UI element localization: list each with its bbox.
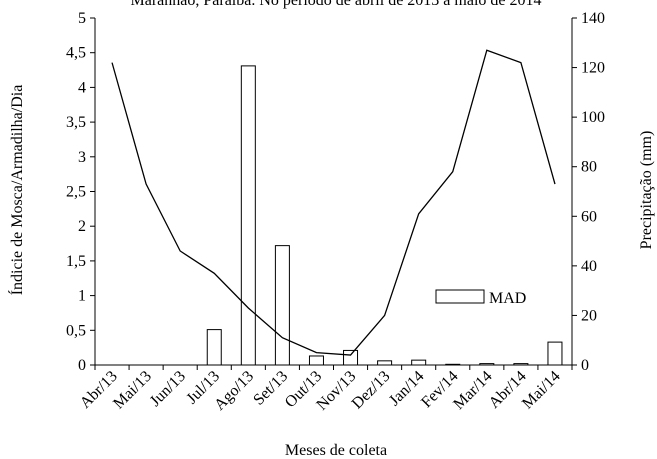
y-tick-label: 2,5: [66, 184, 86, 201]
y-tick-label: 4,5: [66, 45, 86, 62]
y2-tick-label: 140: [581, 10, 605, 27]
bars-group: [206, 65, 563, 366]
chart-title: Maranhão, Paraíba. No período de abril d…: [131, 0, 542, 9]
y2-tick-label: 60: [581, 208, 597, 225]
y-tick-label: 0: [78, 357, 86, 374]
y2-tick-label: 0: [581, 357, 589, 374]
y-tick-label: 3,5: [66, 114, 86, 131]
y2-tick-label: 40: [581, 258, 597, 275]
y-tick-label: 5: [78, 10, 86, 27]
precipitation-line: [111, 49, 556, 356]
x-tick-label: Jun/13: [147, 368, 189, 410]
y2-tick-label: 100: [581, 109, 605, 126]
x-tick-label: Nov/13: [313, 368, 359, 414]
legend-swatch: [435, 289, 485, 304]
y-tick-label: 2: [78, 218, 86, 235]
y2-tick-label: 20: [581, 307, 597, 324]
bar-Ago/13: [240, 65, 256, 366]
y2-axis-title: Precipitação (mm): [638, 131, 655, 250]
x-tick-label: Mai/13: [110, 368, 155, 413]
axes-group: 0 0,5 1 1,5 2 2,5 3 3,5 4 4,5 5 0 20 40 60 80 100 120 140 A…: [66, 10, 605, 414]
bar-Out/13: [308, 355, 324, 366]
bar-Jul/13: [206, 329, 222, 366]
x-axis-title: Meses de coleta: [285, 442, 387, 459]
x-tick-label: Ago/13: [211, 368, 257, 414]
bar-Jan/14: [411, 359, 427, 366]
line-group: [111, 49, 556, 356]
y-tick-label: 4: [78, 79, 86, 96]
bar-Dez/13: [377, 360, 393, 366]
y-tick-label: 3: [78, 149, 86, 166]
y2-tick-label: 120: [581, 60, 605, 77]
y-axis-title: Índicie de Mosca/Armadilha/Dia: [7, 85, 26, 296]
y-tick-label: 0,5: [66, 322, 86, 339]
x-tick-label: Dez/13: [349, 368, 394, 413]
y-tick-label: 1: [78, 288, 86, 305]
bar-Mai/14: [547, 341, 563, 366]
y-tick-label: 1,5: [66, 253, 86, 270]
x-tick-label: Mai/14: [519, 368, 564, 413]
bar-Nov/13: [343, 349, 359, 366]
bar-Set/13: [274, 245, 290, 366]
x-tick-label: Mar/14: [450, 368, 495, 413]
y2-tick-label: 80: [581, 159, 597, 176]
legend: MAD: [435, 289, 526, 307]
legend-label: MAD: [489, 290, 526, 307]
